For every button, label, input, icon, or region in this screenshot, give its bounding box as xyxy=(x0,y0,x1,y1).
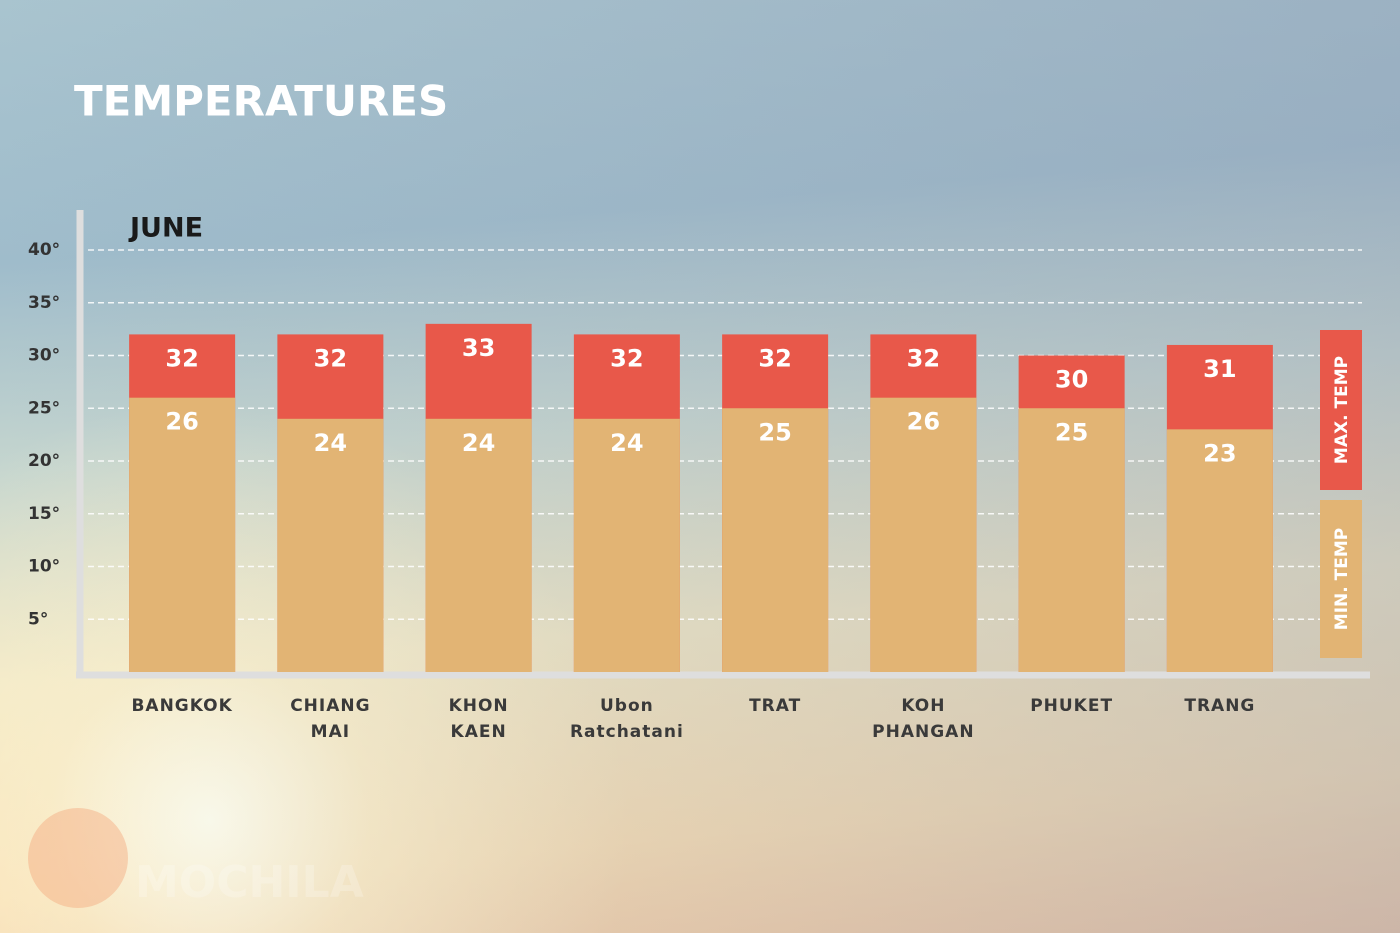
y-tick-label: 5° xyxy=(28,609,48,629)
bar xyxy=(573,418,680,672)
y-tick-label: 20° xyxy=(28,451,60,471)
legend-swatch xyxy=(1320,500,1362,658)
bar xyxy=(722,408,829,672)
chart-subtitle: JUNE xyxy=(128,213,203,244)
value-label: 32 xyxy=(610,344,643,372)
x-tick-label: CHIANG MAI xyxy=(290,696,371,742)
watermark: MOCHILA xyxy=(135,857,364,908)
x-tick-label: PHUKET xyxy=(1030,696,1114,716)
value-label: 24 xyxy=(314,429,347,457)
bar xyxy=(425,418,532,672)
y-tick-label: 35° xyxy=(28,293,60,313)
legend-label: MIN. TEMP xyxy=(1332,528,1352,630)
y-tick-label: 25° xyxy=(28,398,60,418)
value-label: 32 xyxy=(165,344,198,372)
value-label: 23 xyxy=(1203,439,1236,467)
value-label: 24 xyxy=(462,429,495,457)
legend-swatch xyxy=(1320,330,1362,490)
x-tick-label: TRAT xyxy=(749,696,802,716)
x-tick-label: KOH PHANGAN xyxy=(872,696,975,742)
value-label: 26 xyxy=(907,408,940,436)
value-label: 32 xyxy=(758,344,791,372)
bar xyxy=(870,397,977,672)
y-tick-label: 30° xyxy=(28,346,60,366)
bar xyxy=(1166,429,1273,672)
value-label: 25 xyxy=(1055,418,1088,446)
y-tick-label: 15° xyxy=(28,504,60,524)
x-tick-label: Ubon Ratchatani xyxy=(569,696,684,742)
value-label: 31 xyxy=(1203,355,1236,383)
bar xyxy=(129,397,236,672)
value-label: 25 xyxy=(758,418,791,446)
watermark-logo xyxy=(28,808,128,908)
x-tick-label: KHON KAEN xyxy=(448,696,509,742)
bar xyxy=(1018,408,1125,672)
value-label: 24 xyxy=(610,429,643,457)
value-label: 32 xyxy=(907,344,940,372)
value-label: 26 xyxy=(165,408,198,436)
y-tick-label: 40° xyxy=(28,240,60,260)
x-tick-label: TRANG xyxy=(1184,696,1256,716)
value-label: 30 xyxy=(1055,366,1088,394)
y-tick-label: 10° xyxy=(28,557,60,577)
value-label: 32 xyxy=(314,344,347,372)
value-label: 33 xyxy=(462,334,495,362)
chart-title: TEMPERATURES xyxy=(74,77,448,126)
bar xyxy=(277,418,384,672)
legend-label: MAX. TEMP xyxy=(1332,356,1352,464)
x-tick-label: BANGKOK xyxy=(131,696,233,716)
